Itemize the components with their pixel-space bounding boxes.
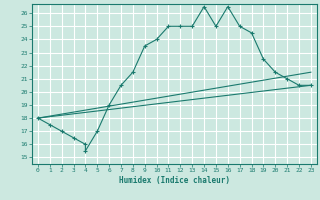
X-axis label: Humidex (Indice chaleur): Humidex (Indice chaleur) <box>119 176 230 185</box>
